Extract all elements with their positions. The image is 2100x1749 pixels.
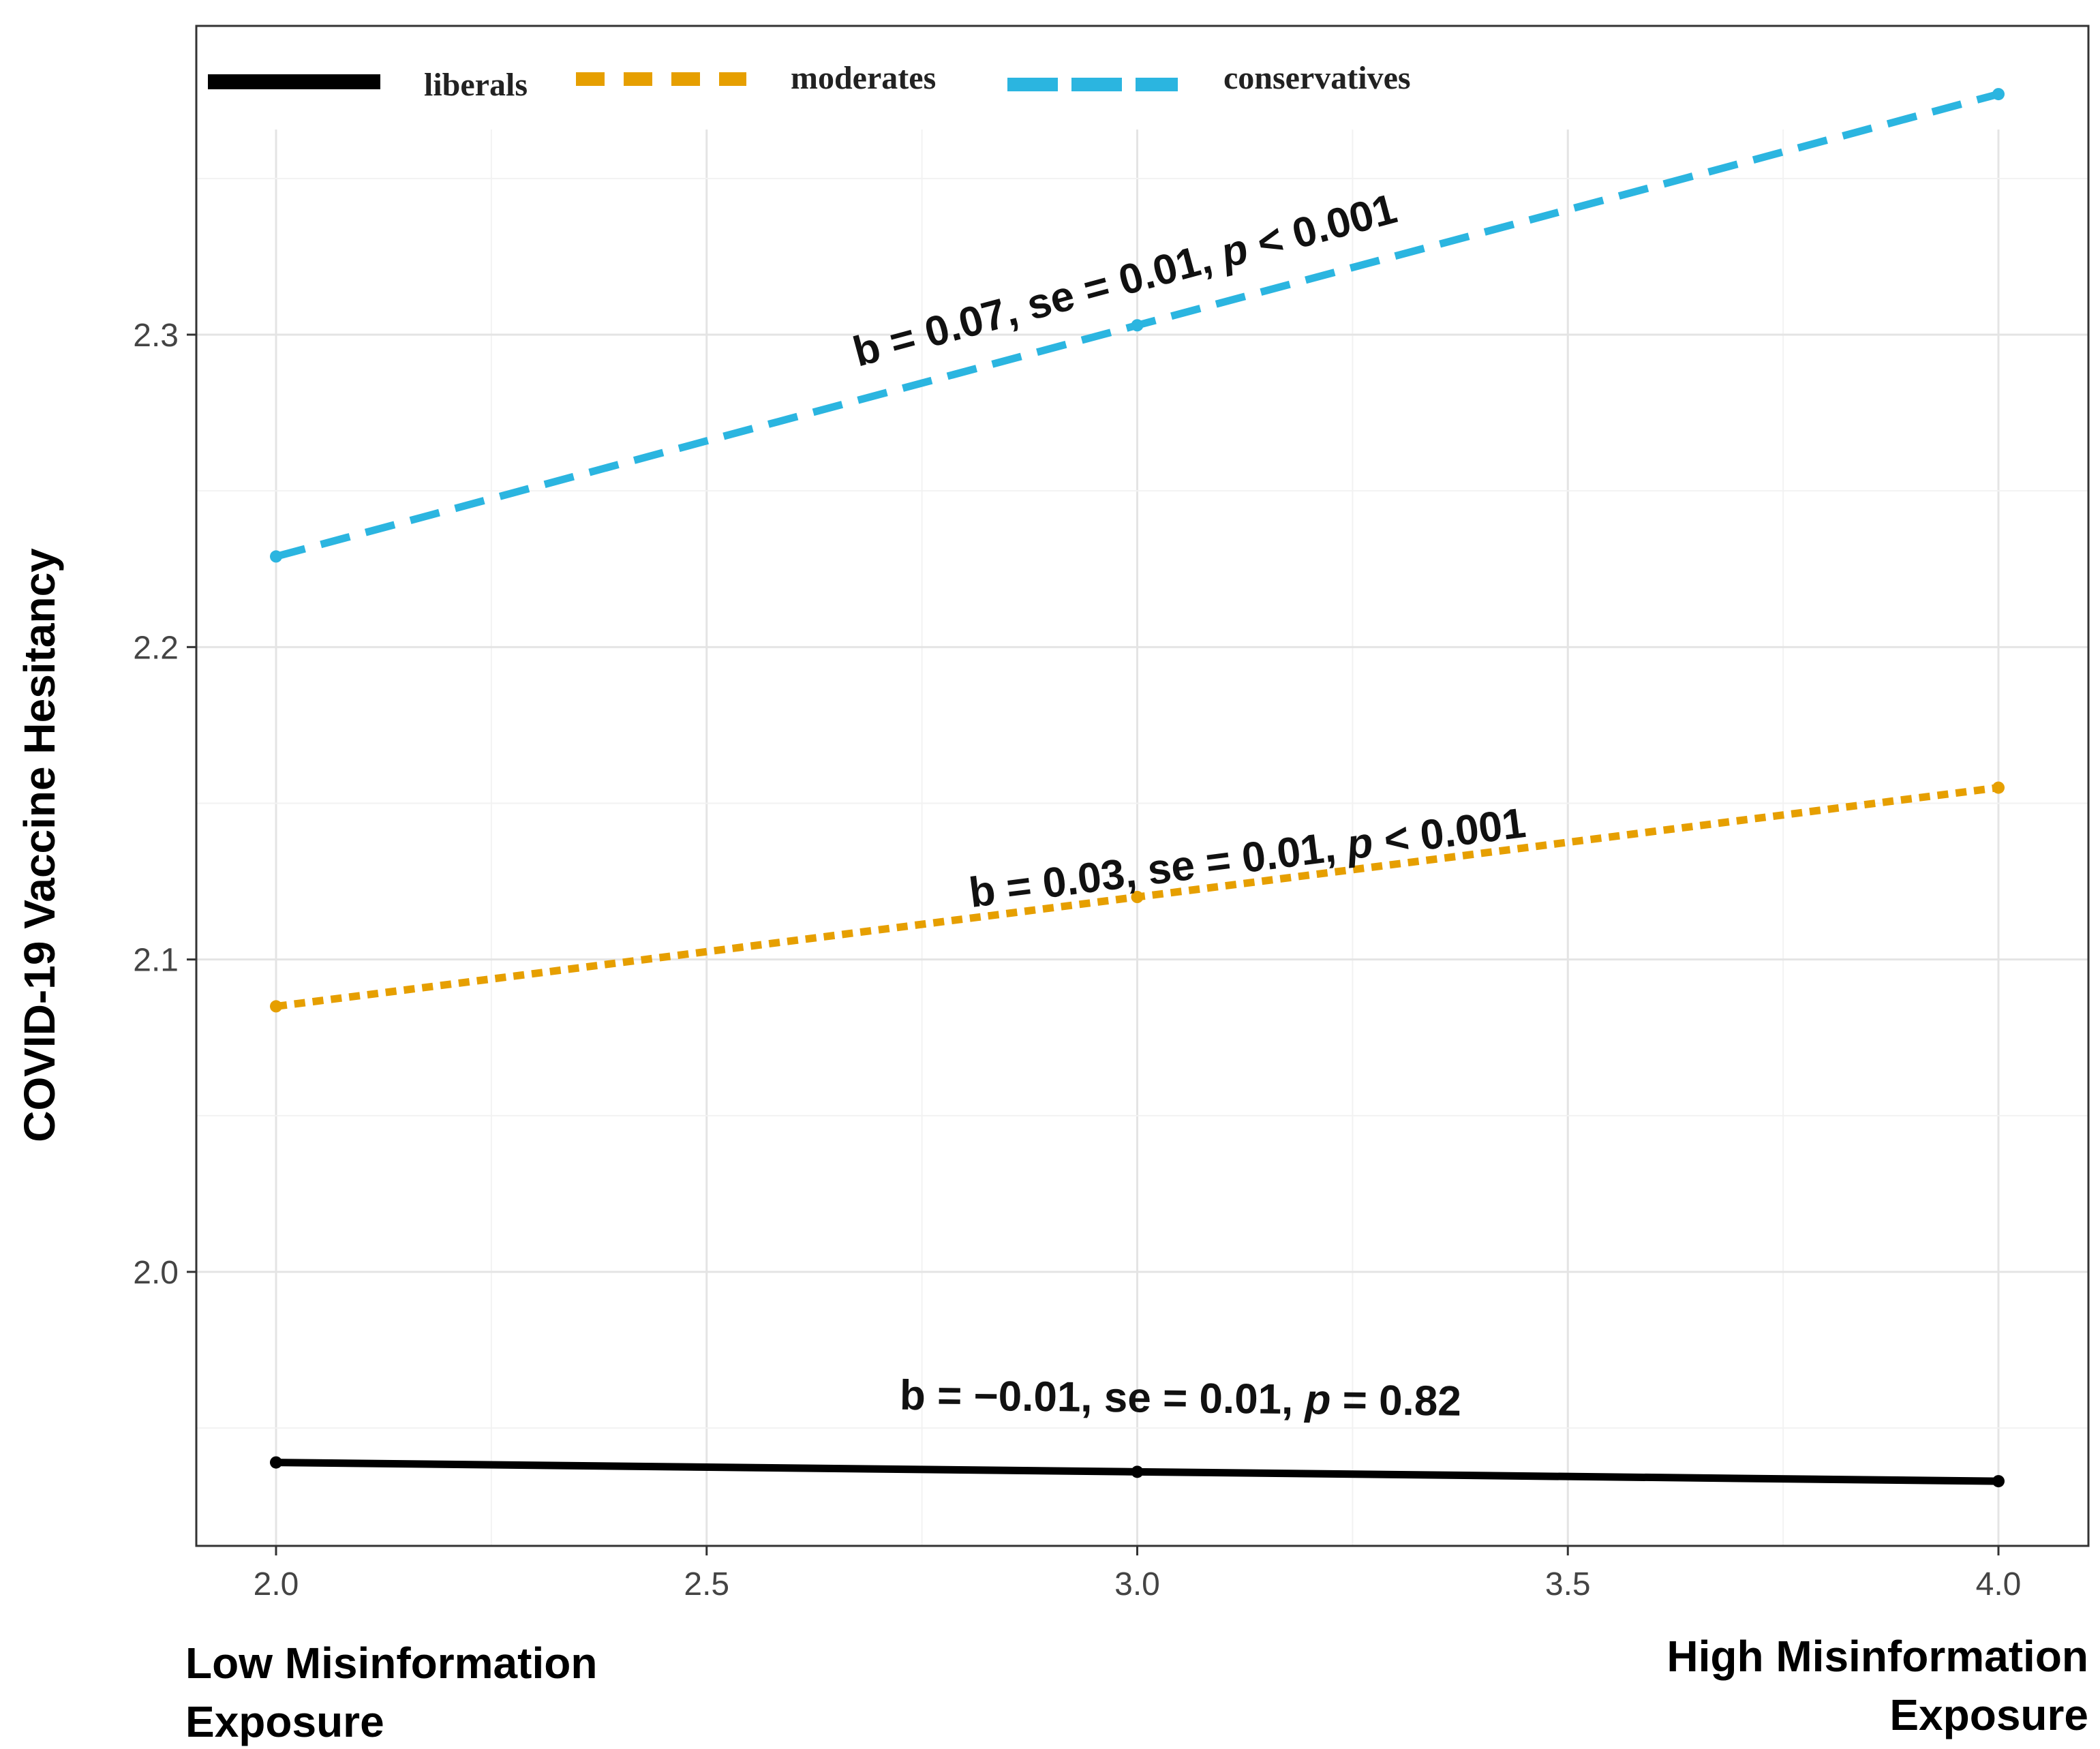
- legend: liberals moderates conservatives: [208, 60, 1411, 103]
- y-tick-label: 2.3: [133, 318, 179, 354]
- point-moderates: [270, 1000, 282, 1013]
- legend-label-conservatives: conservatives: [1223, 60, 1411, 96]
- point-conservatives: [1992, 88, 2005, 101]
- axis-ticks: 2.0 2.5 3.0 3.5 4.0 2.0 2.1 2.2 2.3: [133, 318, 2021, 1602]
- y-tick-label: 2.1: [133, 943, 179, 979]
- x-caption-low: Low Misinformation: [185, 1639, 597, 1688]
- axis-labels: COVID-19 Vaccine Hesitancy Low Misinforma…: [15, 548, 2088, 1746]
- point-liberals: [1131, 1465, 1144, 1478]
- x-tick-label: 3.0: [1114, 1566, 1160, 1602]
- legend-item-liberals: liberals: [208, 67, 528, 103]
- point-liberals: [1992, 1475, 2005, 1488]
- x-caption-high: High Misinformation: [1667, 1632, 2088, 1681]
- y-tick-label: 2.0: [133, 1255, 179, 1291]
- series-lines: [270, 88, 2005, 1488]
- plot-panel-border: [195, 25, 2090, 1547]
- legend-item-moderates: moderates: [576, 60, 936, 96]
- point-liberals: [270, 1456, 282, 1469]
- x-caption-low: Exposure: [185, 1697, 384, 1746]
- y-tick-label: 2.2: [133, 630, 179, 666]
- x-tick-label: 2.5: [684, 1566, 729, 1602]
- point-conservatives: [270, 550, 282, 563]
- x-tick-label: 4.0: [1976, 1566, 2022, 1602]
- x-caption-high: Exposure: [1889, 1690, 2088, 1739]
- point-conservatives: [1131, 319, 1144, 332]
- point-moderates: [1992, 781, 2005, 794]
- legend-label-moderates: moderates: [791, 60, 936, 96]
- grid-lines: [196, 130, 2088, 1546]
- legend-label-liberals: liberals: [424, 67, 528, 103]
- x-tick-label: 2.0: [254, 1566, 299, 1602]
- annotation-liberals: b = −0.01, se = 0.01, p = 0.82: [900, 1372, 1462, 1425]
- y-axis-title: COVID-19 Vaccine Hesitancy: [15, 548, 64, 1142]
- x-tick-label: 3.5: [1545, 1566, 1591, 1602]
- legend-item-conservatives: conservatives: [1007, 60, 1411, 96]
- point-moderates: [1131, 891, 1144, 903]
